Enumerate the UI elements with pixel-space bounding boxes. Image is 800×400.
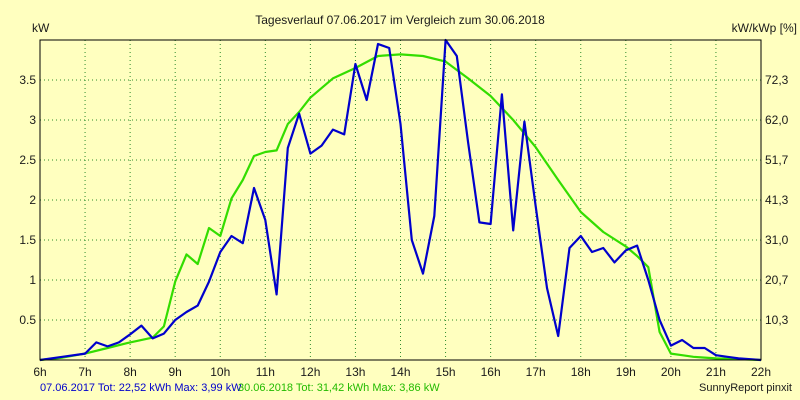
y-left-tick-label: 3.5 <box>19 73 36 87</box>
chart-title: Tagesverlauf 07.06.2017 im Vergleich zum… <box>255 13 545 27</box>
legend-series-2: 30.06.2018 Tot: 31,42 kWh Max: 3,86 kW <box>238 382 440 394</box>
x-tick-labels: 6h 7h 8h 9h 10h 11h 12h 13h 14h 15h 16h 17h 18h 19h 20… <box>33 365 771 379</box>
y-left-tick-label: 2 <box>29 193 36 207</box>
y-right-tick-label: 51,7 <box>765 153 789 167</box>
y-right-tick-label: 41,3 <box>765 193 789 207</box>
y-right-tick-label: 31,0 <box>765 233 789 247</box>
series-line-1 <box>39 38 762 362</box>
x-tick-label: 13h <box>345 365 365 379</box>
y-left-tick-label: 1.5 <box>19 233 36 247</box>
x-tick-label: 17h <box>526 365 546 379</box>
y-left-tick-labels: 0.5 1 1.5 2 2.5 3 3.5 <box>19 73 36 327</box>
y-left-tick-label: 1 <box>29 273 36 287</box>
grid <box>40 40 761 360</box>
legend-series-1: 07.06.2017 Tot: 22,52 kWh Max: 3,99 kW <box>40 382 242 394</box>
y-right-tick-label: 10,3 <box>765 313 789 327</box>
x-tick-label: 14h <box>390 365 410 379</box>
y-right-tick-label: 72,3 <box>765 73 789 87</box>
x-tick-label: 19h <box>616 365 636 379</box>
x-tick-label: 12h <box>300 365 320 379</box>
plot-lines <box>39 38 762 362</box>
x-tick-label: 18h <box>571 365 591 379</box>
plot-frame <box>39 39 762 361</box>
y-right-tick-label: 20,7 <box>765 273 789 287</box>
x-tick-label: 21h <box>706 365 726 379</box>
x-tick-label: 16h <box>481 365 501 379</box>
y-left-tick-label: 2.5 <box>19 153 36 167</box>
y-axis-left-label: kW <box>32 21 50 35</box>
y-left-tick-label: 3 <box>29 113 36 127</box>
x-tick-label: 11h <box>256 365 275 379</box>
x-tick-label: 10h <box>210 365 230 379</box>
x-tick-label: 8h <box>123 365 136 379</box>
y-right-tick-labels: 10,3 20,7 31,0 41,3 51,7 62,0 72,3 <box>765 73 789 327</box>
y-right-tick-label: 62,0 <box>765 113 789 127</box>
series-line-2 <box>39 53 762 362</box>
y-axis-right-label: kW/kWp [%] <box>732 21 797 35</box>
x-tick-label: 20h <box>661 365 681 379</box>
x-tick-label: 15h <box>436 365 456 379</box>
y-left-tick-label: 0.5 <box>19 313 36 327</box>
x-tick-label: 6h <box>33 365 46 379</box>
credit-text: SunnyReport pinxit <box>699 382 792 394</box>
x-tick-label: 7h <box>78 365 91 379</box>
x-tick-label: 22h <box>751 365 771 379</box>
x-tick-label: 9h <box>169 365 182 379</box>
